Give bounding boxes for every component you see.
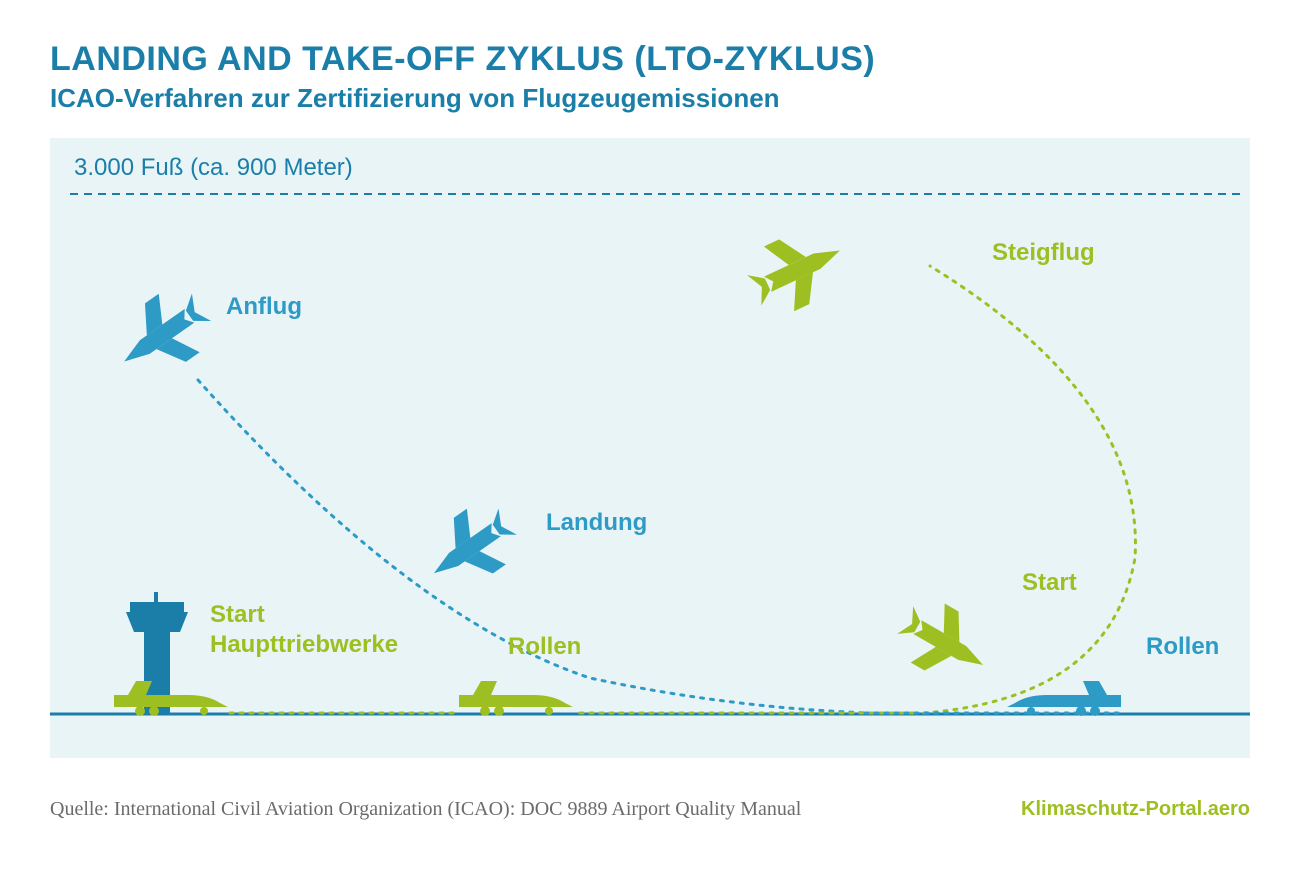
brand-text: Klimaschutz-Portal.aero <box>1021 798 1250 821</box>
path-approach <box>198 380 870 713</box>
footer: Quelle: International Civil Aviation Org… <box>50 758 1250 821</box>
plane-landung-icon <box>414 494 527 601</box>
label-start-haupt: Start Haupttriebwerke <box>210 600 398 660</box>
lto-diagram: 3.000 Fuß (ca. 900 Meter) <box>50 138 1250 758</box>
page-subtitle: ICAO-Verfahren zur Zertifizierung von Fl… <box>50 83 1250 114</box>
plane-steigflug-icon <box>739 218 855 323</box>
source-text: Quelle: International Civil Aviation Org… <box>50 798 801 821</box>
label-start: Start <box>1022 568 1077 598</box>
plane-rollen-green-icon <box>459 681 573 716</box>
label-landung: Landung <box>546 508 647 538</box>
page-title: LANDING AND TAKE-OFF ZYKLUS (LTO-ZYKLUS) <box>50 40 1250 79</box>
plane-rollen-blue-icon <box>1007 681 1121 716</box>
label-rollen-blue: Rollen <box>1146 632 1219 662</box>
plane-anflug-icon <box>104 278 222 391</box>
label-anflug: Anflug <box>226 292 302 322</box>
plane-start-icon <box>888 591 1000 695</box>
label-steigflug: Steigflug <box>992 238 1095 268</box>
diagram-svg <box>50 138 1250 758</box>
label-rollen-green: Rollen <box>508 632 581 662</box>
plane-start-haupt-icon <box>114 681 228 716</box>
